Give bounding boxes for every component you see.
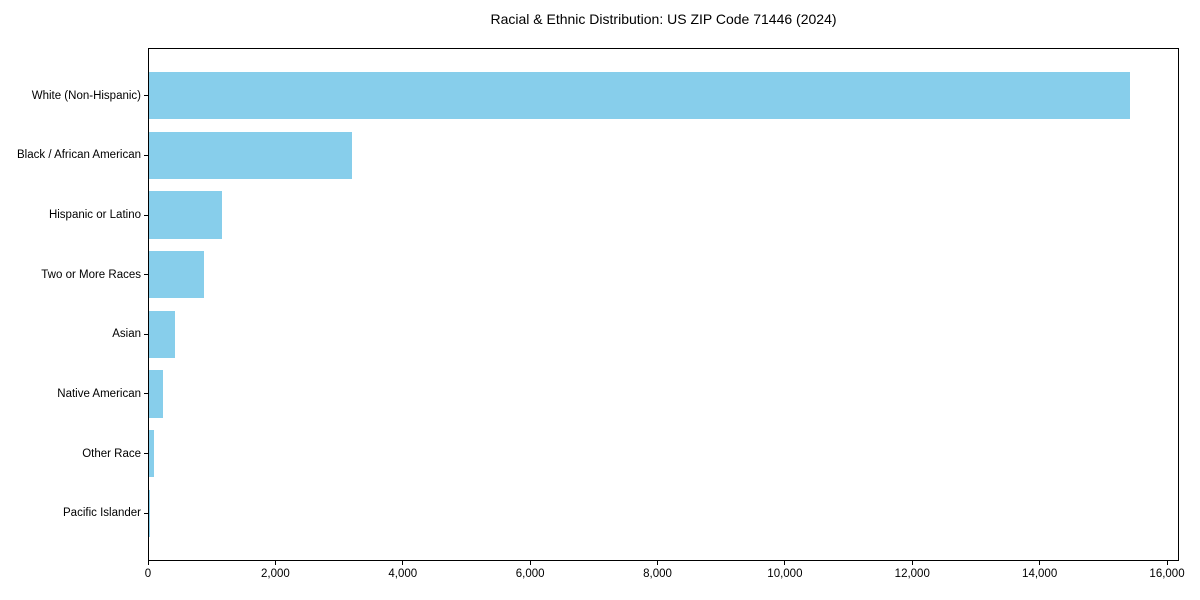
- x-tick-mark: [657, 561, 658, 565]
- bar: [149, 370, 163, 418]
- y-tick-label: Other Race: [82, 447, 141, 460]
- y-tick-mark: [144, 154, 148, 156]
- x-tick-label: 8,000: [643, 568, 672, 580]
- bar: [149, 72, 1131, 120]
- y-tick-mark: [144, 95, 148, 97]
- x-tick-mark: [1039, 561, 1041, 565]
- x-tick-label: 16,000: [1149, 568, 1185, 580]
- y-tick-mark: [144, 214, 148, 216]
- x-tick-label: 4,000: [388, 568, 418, 580]
- y-tick-label: Two or More Races: [41, 268, 141, 281]
- x-tick-mark: [147, 561, 149, 565]
- y-tick-label: Pacific Islander: [63, 507, 141, 520]
- x-tick-label: 10,000: [767, 568, 803, 580]
- x-tick-label: 12,000: [894, 568, 930, 580]
- y-tick-label: Native American: [57, 387, 141, 400]
- x-tick-label: 0: [144, 568, 152, 580]
- bar: [149, 430, 154, 478]
- y-tick-mark: [144, 453, 148, 455]
- plot-area: [148, 48, 1179, 561]
- x-tick-label: 14,000: [1022, 568, 1058, 580]
- x-tick-mark: [784, 561, 786, 565]
- y-tick-label: White (Non-Hispanic): [31, 89, 141, 102]
- y-tick-mark: [144, 393, 148, 395]
- x-tick-mark: [402, 561, 404, 565]
- x-tick-mark: [274, 561, 276, 565]
- y-tick-label: Asian: [112, 328, 141, 341]
- bar: [149, 131, 353, 179]
- bar: [149, 489, 150, 537]
- y-tick-mark: [144, 333, 148, 335]
- bar: [149, 251, 205, 299]
- x-tick-mark: [911, 561, 913, 565]
- x-tick-label: 6,000: [515, 568, 545, 580]
- x-tick-mark: [529, 561, 531, 565]
- bar: [149, 310, 176, 358]
- y-tick-label: Hispanic or Latino: [48, 209, 141, 222]
- bar: [149, 191, 223, 239]
- chart-title: Racial & Ethnic Distribution: US ZIP Cod…: [490, 11, 837, 27]
- y-tick-label: Black / African American: [17, 149, 141, 162]
- x-tick-label: 2,000: [260, 568, 290, 580]
- y-tick-mark: [144, 274, 148, 276]
- y-tick-mark: [144, 512, 148, 514]
- x-tick-mark: [1166, 561, 1168, 565]
